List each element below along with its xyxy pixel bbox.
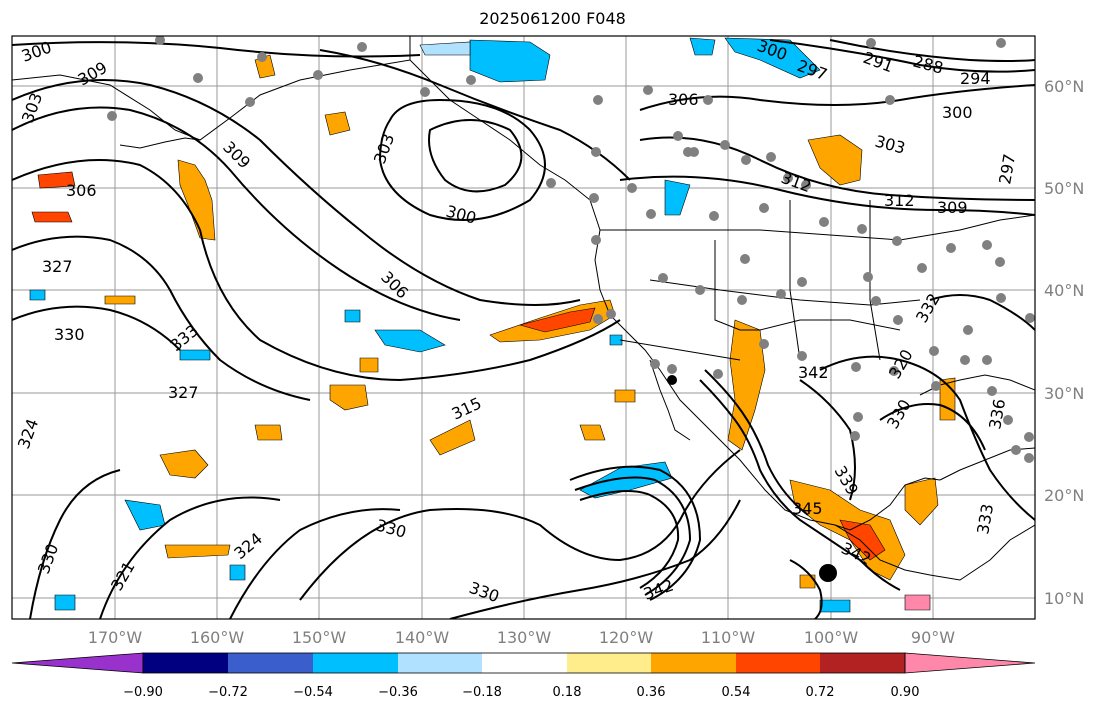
colorbar-segment-8 [736,653,820,673]
colorbar-segment-3 [313,653,398,673]
contour-label: 312 [884,191,915,210]
contour-label: 306 [668,90,699,109]
lon-label-110w: 110°W [701,628,756,647]
contour-label: 342 [798,363,829,382]
colorbar-tick-label: 0.18 [553,685,582,700]
contour-label: 294 [960,69,991,88]
negative-shading [29,37,851,613]
colorbar-tick-label: −0.54 [293,685,333,700]
colorbar: −0.90 −0.72 −0.54 −0.36 −0.18 0.18 0.36 … [11,652,1036,700]
lat-label-20n: 20°N [1044,486,1084,505]
lat-label-10n: 10°N [1044,589,1084,608]
colorbar-tick-label: 0.54 [722,685,751,700]
lon-label-100w: 100°W [804,628,859,647]
lon-label-130w: 130°W [497,628,552,647]
contour-label: 345 [792,499,823,518]
contour-label: 300 [942,103,973,122]
colorbar-segment-9 [820,653,905,673]
colorbar-tick-label: −0.90 [123,685,163,700]
map-layers [12,36,1035,619]
lat-label-40n: 40°N [1044,281,1084,300]
colorbar-segment-1 [143,653,228,673]
contour-label: 306 [66,181,97,200]
colorbar-tick-label: −0.72 [208,685,248,700]
lat-label-30n: 30°N [1044,384,1084,403]
lat-label-60n: 60°N [1044,77,1084,96]
colorbar-segment-5 [482,653,567,673]
contour-label: 309 [937,198,968,217]
colorbar-tick-label: 0.90 [891,685,920,700]
lon-label-160w: 160°W [190,628,245,647]
contour-label: 327 [168,383,199,402]
colorbar-segment-2 [228,653,313,673]
contour-label: 330 [54,325,85,344]
lon-label-150w: 150°W [292,628,347,647]
station-marker-black-small [667,375,677,385]
station-marker-black [819,564,837,582]
colorbar-tick-label: −0.18 [462,685,502,700]
colorbar-tick-label: −0.36 [378,685,418,700]
colorbar-segment-4 [398,653,482,673]
positive-shading [31,54,956,611]
station-markers [107,36,1035,463]
lon-label-140w: 140°W [395,628,450,647]
colorbar-tick-label: 0.36 [637,685,666,700]
colorbar-segment-10 [904,652,1036,674]
contour-label: 327 [42,257,73,276]
colorbar-segment-0 [11,652,144,674]
colorbar-frame [142,652,906,674]
map-frame [11,35,1036,620]
latitude-labels: 60°N 50°N 40°N 30°N 20°N 10°N [1044,77,1084,608]
lat-label-50n: 50°N [1044,179,1084,198]
colorbar-tick-label: 0.72 [806,685,835,700]
colorbar-segment-7 [651,653,736,673]
lon-label-90w: 90°W [911,628,955,647]
lon-label-170w: 170°W [88,628,143,647]
lon-label-120w: 120°W [599,628,654,647]
map-title: 2025061200 F048 [479,9,626,28]
colorbar-segment-6 [567,653,651,673]
contour-labels: 300 309 303 306 327 330 333 324 327 330 … [14,36,1019,606]
contour-lines [12,39,1035,619]
longitude-labels: 170°W 160°W 150°W 140°W 130°W 120°W 110°… [88,628,955,647]
